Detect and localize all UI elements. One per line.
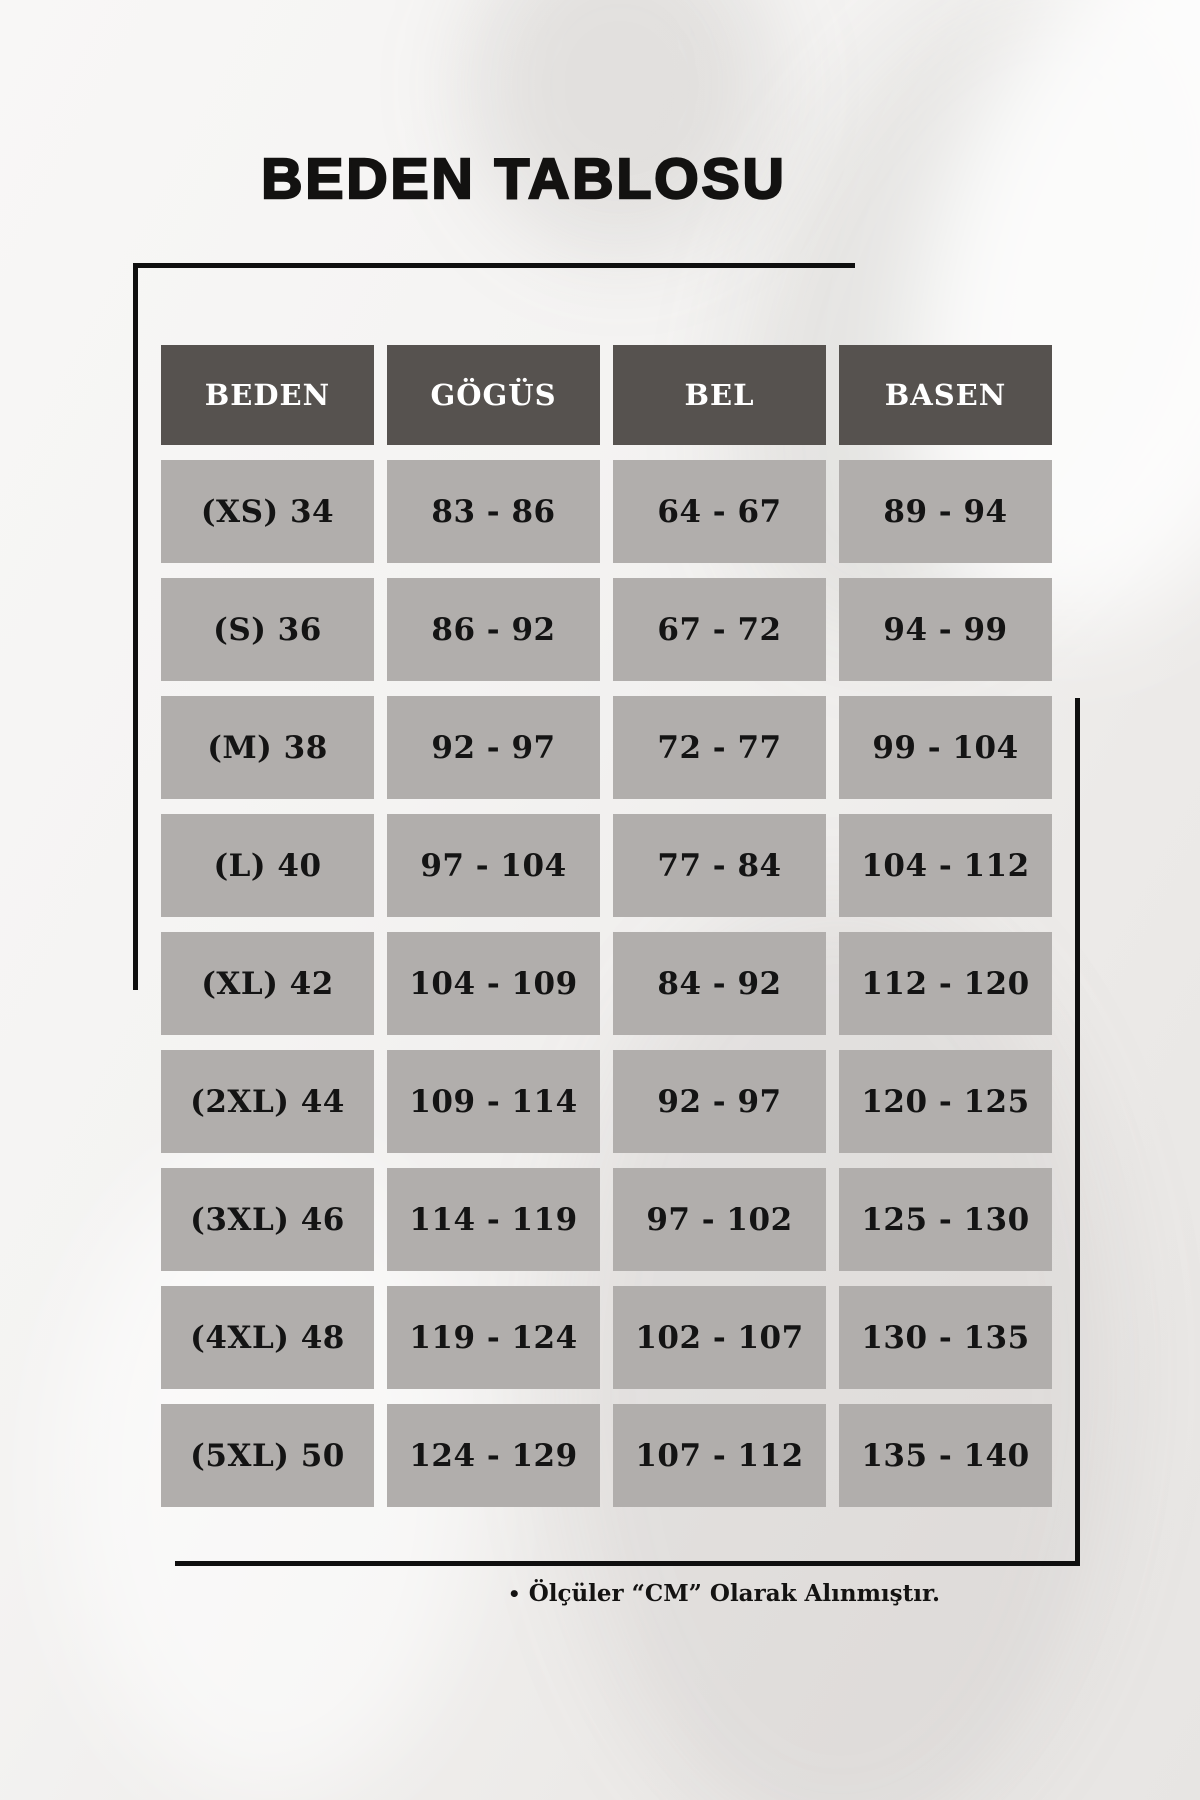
table-cell: 64 - 67 xyxy=(613,460,826,563)
table-cell: (2XL) 44 xyxy=(161,1050,374,1153)
decorative-line-left xyxy=(133,263,138,990)
page-title: BEDEN TABLOSU xyxy=(260,146,787,212)
table-cell: 124 - 129 xyxy=(387,1404,600,1507)
bullet-icon: • xyxy=(507,1582,521,1606)
table-cell: 83 - 86 xyxy=(387,460,600,563)
size-table: BEDEN GÖGÜS BEL BASEN (XS) 34 83 - 86 64 -… xyxy=(161,345,1052,1507)
column-header-gogus: GÖGÜS xyxy=(387,345,600,445)
table-cell: 104 - 109 xyxy=(387,932,600,1035)
table-cell: 97 - 102 xyxy=(613,1168,826,1271)
table-cell: 119 - 124 xyxy=(387,1286,600,1389)
table-cell: (3XL) 46 xyxy=(161,1168,374,1271)
decorative-line-top xyxy=(133,263,855,268)
table-cell: 86 - 92 xyxy=(387,578,600,681)
table-cell: 77 - 84 xyxy=(613,814,826,917)
table-cell: 112 - 120 xyxy=(839,932,1052,1035)
table-cell: 120 - 125 xyxy=(839,1050,1052,1153)
table-cell: 67 - 72 xyxy=(613,578,826,681)
table-cell: 72 - 77 xyxy=(613,696,826,799)
table-cell: 107 - 112 xyxy=(613,1404,826,1507)
table-cell: (4XL) 48 xyxy=(161,1286,374,1389)
column-header-bel: BEL xyxy=(613,345,826,445)
table-cell: 104 - 112 xyxy=(839,814,1052,917)
table-cell: 130 - 135 xyxy=(839,1286,1052,1389)
table-cell: 102 - 107 xyxy=(613,1286,826,1389)
table-cell: 109 - 114 xyxy=(387,1050,600,1153)
table-cell: (XL) 42 xyxy=(161,932,374,1035)
column-header-beden: BEDEN xyxy=(161,345,374,445)
table-cell: 92 - 97 xyxy=(613,1050,826,1153)
decorative-line-bottom xyxy=(175,1561,1080,1566)
measurement-note-text: Ölçüler “CM” Olarak Alınmıştır. xyxy=(528,1580,940,1607)
table-cell: 125 - 130 xyxy=(839,1168,1052,1271)
table-cell: 135 - 140 xyxy=(839,1404,1052,1507)
table-cell: 89 - 94 xyxy=(839,460,1052,563)
table-cell: 114 - 119 xyxy=(387,1168,600,1271)
table-cell: (L) 40 xyxy=(161,814,374,917)
table-cell: 84 - 92 xyxy=(613,932,826,1035)
table-cell: 97 - 104 xyxy=(387,814,600,917)
column-header-basen: BASEN xyxy=(839,345,1052,445)
table-cell: (XS) 34 xyxy=(161,460,374,563)
table-cell: 94 - 99 xyxy=(839,578,1052,681)
table-cell: (S) 36 xyxy=(161,578,374,681)
table-cell: (M) 38 xyxy=(161,696,374,799)
decorative-line-right xyxy=(1075,698,1080,1566)
background-silhouette xyxy=(470,0,770,250)
measurement-note: • Ölçüler “CM” Olarak Alınmıştır. xyxy=(0,1580,940,1607)
table-cell: (5XL) 50 xyxy=(161,1404,374,1507)
table-cell: 92 - 97 xyxy=(387,696,600,799)
table-cell: 99 - 104 xyxy=(839,696,1052,799)
